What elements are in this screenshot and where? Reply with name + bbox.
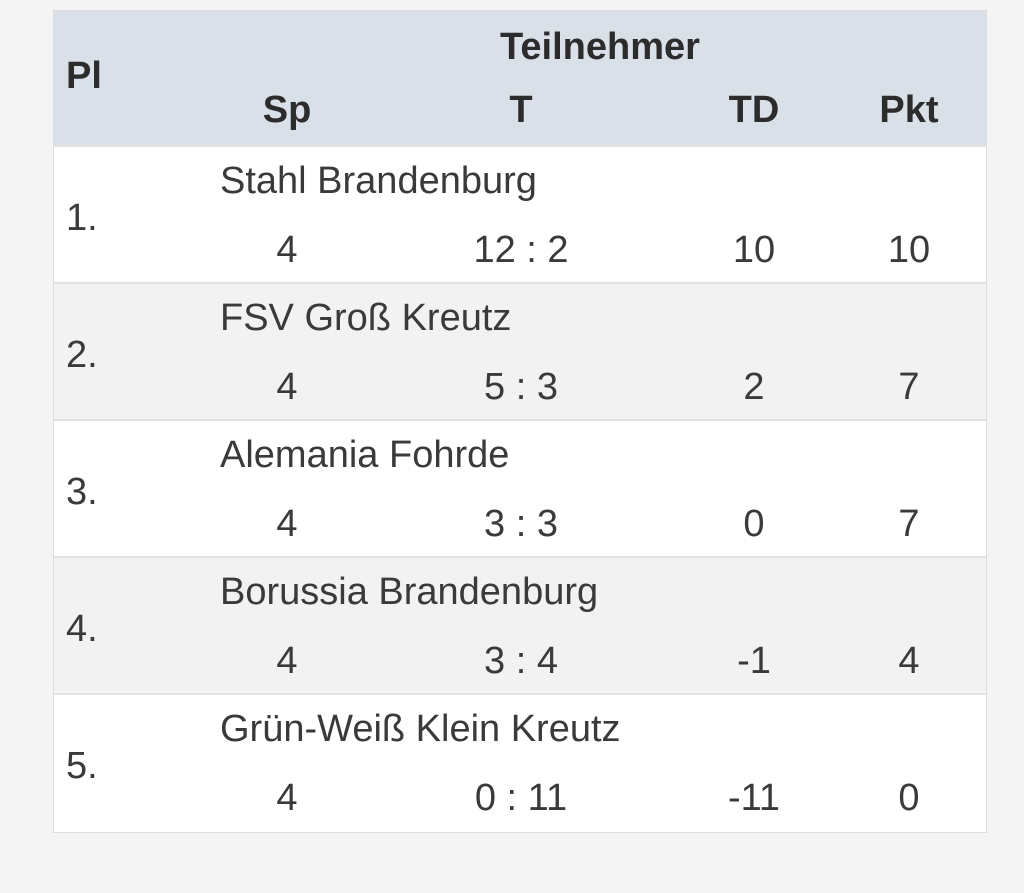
header-place: Pl: [66, 55, 102, 97]
row-place: 5.: [66, 745, 98, 787]
row-place: 2.: [66, 334, 98, 376]
row-team-name[interactable]: Alemania Fohrde: [220, 434, 510, 476]
table-row[interactable]: 1. Stahl Brandenburg 4 12 : 2 10 10: [54, 145, 986, 282]
row-team-name[interactable]: Borussia Brandenburg: [220, 571, 599, 613]
table-header: Pl Teilnehmer Sp T TD Pkt: [54, 11, 986, 145]
table-row[interactable]: 4. Borussia Brandenburg 4 3 : 4 -1 4: [54, 556, 986, 693]
row-team-name[interactable]: Stahl Brandenburg: [220, 160, 537, 202]
table-row[interactable]: 3. Alemania Fohrde 4 3 : 3 0 7: [54, 419, 986, 556]
row-place: 4.: [66, 608, 98, 650]
table-row[interactable]: 5. Grün-Weiß Klein Kreutz 4 0 : 11 -11 0: [54, 693, 986, 830]
row-team-name[interactable]: Grün-Weiß Klein Kreutz: [220, 708, 621, 750]
row-team-name[interactable]: FSV Groß Kreutz: [220, 297, 512, 339]
row-place: 1.: [66, 197, 98, 239]
standings-table: Pl Teilnehmer Sp T TD Pkt 1. Stahl Brand…: [53, 10, 987, 833]
row-place: 3.: [66, 471, 98, 513]
table-row[interactable]: 2. FSV Groß Kreutz 4 5 : 3 2 7: [54, 282, 986, 419]
header-team: Teilnehmer: [500, 26, 700, 68]
